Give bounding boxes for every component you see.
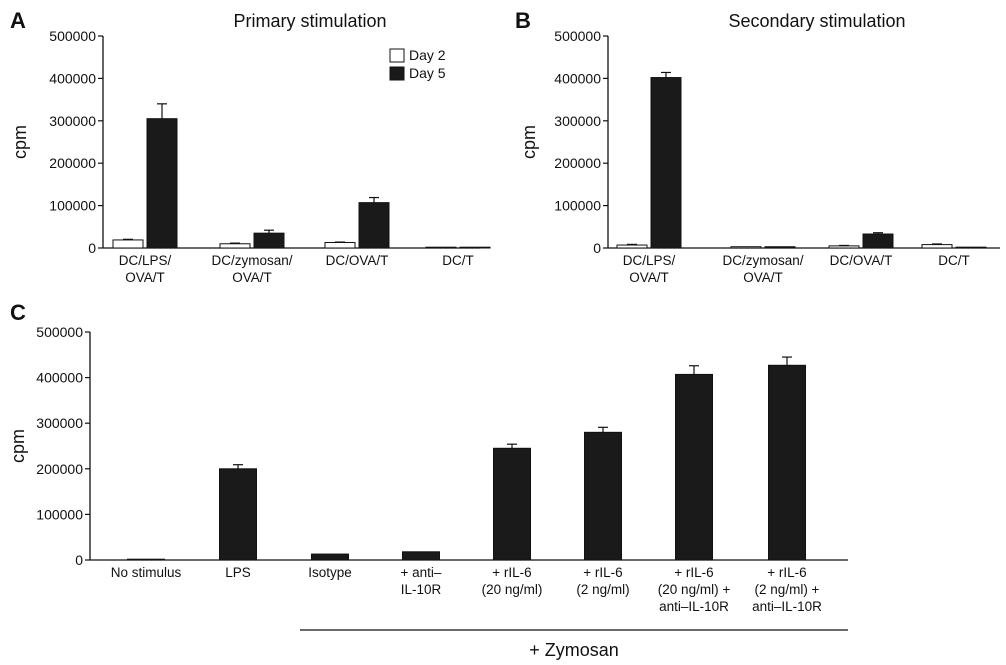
x-tick-label: (20 ng/ml) +	[658, 582, 731, 597]
bar-day-5	[358, 202, 390, 249]
x-tick-label: Isotype	[308, 565, 352, 580]
x-tick-label: anti–IL-10R	[752, 599, 822, 614]
x-tick-label: DC/T	[442, 253, 474, 268]
x-tick-label: OVA/T	[629, 270, 669, 285]
bar-value	[675, 373, 713, 561]
y-tick-label: 0	[88, 240, 96, 256]
y-axis-label: cpm	[10, 125, 30, 159]
y-tick-label: 100000	[554, 198, 601, 214]
bar-day-5	[650, 77, 682, 249]
legend-label: Day 5	[409, 65, 446, 81]
y-tick-label: 300000	[49, 113, 96, 129]
group-label: + Zymosan	[529, 640, 619, 660]
bar-day-2	[828, 245, 860, 249]
x-tick-label: No stimulus	[111, 565, 182, 580]
bar-day-5	[459, 246, 491, 249]
y-axis-label: cpm	[519, 125, 539, 159]
x-tick-label: DC/zymosan/	[722, 253, 803, 268]
x-tick-label: OVA/T	[743, 270, 783, 285]
chart-title: Primary stimulation	[233, 11, 386, 31]
x-tick-label: + rIL-6	[767, 565, 806, 580]
y-tick-label: 200000	[554, 155, 601, 171]
x-tick-label: DC/OVA/T	[830, 253, 893, 268]
x-tick-label: + rIL-6	[674, 565, 713, 580]
bar-day-5	[764, 246, 796, 249]
x-tick-label: DC/LPS/	[119, 253, 172, 268]
y-tick-label: 200000	[49, 155, 96, 171]
x-tick-label: DC/OVA/T	[326, 253, 389, 268]
chart-panel-b: B Secondary stimulation cpm 0 100000 200000 30…	[515, 8, 1000, 285]
bar-day-2	[730, 246, 762, 249]
y-tick-label: 300000	[554, 113, 601, 129]
x-tick-label: + rIL-6	[492, 565, 531, 580]
bar-day-2	[219, 243, 251, 249]
bar-day-2	[425, 246, 457, 249]
y-tick-label: 400000	[49, 70, 96, 86]
bar-value	[493, 447, 531, 561]
y-tick-label: 100000	[36, 506, 83, 522]
x-tick-label: LPS	[225, 565, 251, 580]
chart-title: Secondary stimulation	[728, 11, 905, 31]
y-axis-label: cpm	[8, 429, 28, 463]
x-tick-label: anti–IL-10R	[659, 599, 729, 614]
y-tick-label: 400000	[36, 370, 83, 386]
x-tick-label: IL-10R	[401, 582, 442, 597]
y-tick-label: 0	[593, 240, 601, 256]
y-tick-label: 500000	[49, 28, 96, 44]
panel-letter: C	[10, 300, 26, 325]
bar-day-2	[616, 244, 648, 249]
y-tick-label: 100000	[49, 198, 96, 214]
x-tick-label: + anti–	[401, 565, 442, 580]
bar-value	[768, 364, 806, 561]
x-tick-label: + rIL-6	[583, 565, 622, 580]
legend-swatch	[389, 66, 405, 81]
legend-label: Day 2	[409, 47, 446, 63]
legend-swatch	[389, 48, 405, 63]
panel-letter: A	[10, 8, 26, 33]
x-tick-label: (2 ng/ml)	[576, 582, 629, 597]
bar-day-5	[862, 233, 894, 249]
y-tick-label: 0	[75, 552, 83, 568]
bar-day-5	[955, 246, 987, 249]
panel-letter: B	[515, 8, 531, 33]
bar-value	[127, 558, 165, 561]
x-tick-label: OVA/T	[232, 270, 272, 285]
bar-day-2	[112, 239, 144, 249]
bar-value	[402, 551, 440, 561]
bar-value	[311, 553, 349, 561]
bar-day-2	[324, 241, 356, 249]
x-tick-label: DC/LPS/	[623, 253, 676, 268]
x-tick-label: (20 ng/ml)	[482, 582, 543, 597]
y-tick-label: 300000	[36, 415, 83, 431]
bar-day-5	[253, 232, 285, 249]
x-tick-label: (2 ng/ml) +	[755, 582, 820, 597]
bar-value	[584, 431, 622, 561]
y-tick-label: 500000	[554, 28, 601, 44]
y-tick-label: 400000	[554, 70, 601, 86]
bar-value	[219, 468, 257, 561]
y-tick-label: 500000	[36, 324, 83, 340]
y-tick-label: 200000	[36, 461, 83, 477]
x-tick-label: DC/T	[938, 253, 970, 268]
x-tick-label: DC/zymosan/	[211, 253, 292, 268]
bar-day-5	[146, 118, 178, 249]
chart-panel-a: A Primary stimulation cpm 0 100000 200000 3000…	[10, 8, 491, 285]
x-tick-label: OVA/T	[125, 270, 165, 285]
bar-day-2	[921, 244, 953, 249]
